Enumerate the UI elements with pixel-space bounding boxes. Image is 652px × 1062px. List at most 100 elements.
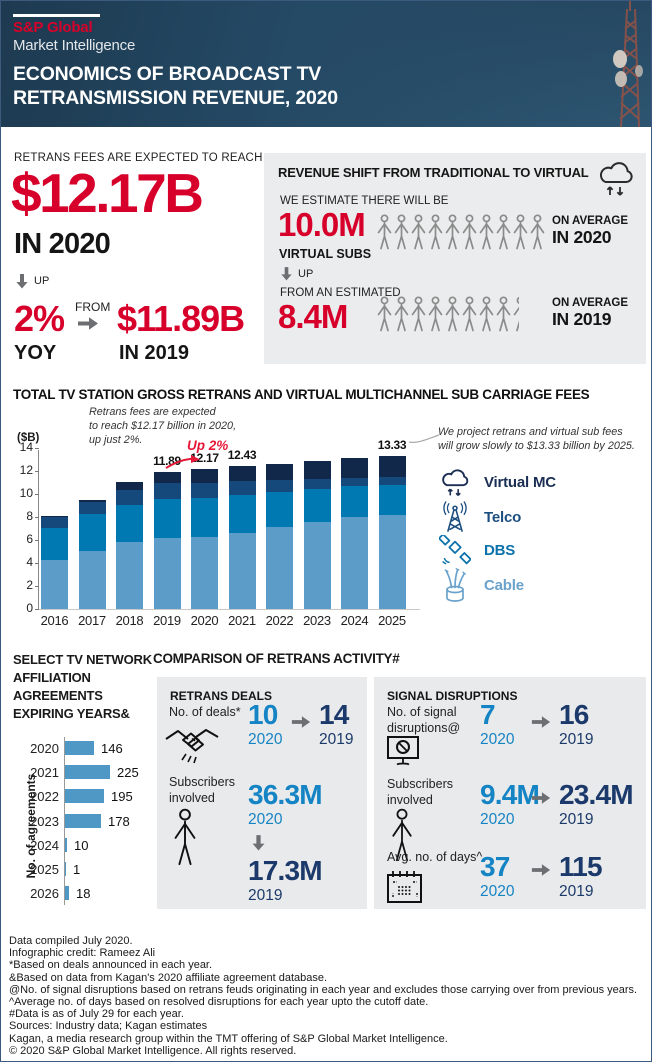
footer-line: &Based on data from Kagan's 2020 affilia… xyxy=(9,971,328,984)
right-arrow-icon xyxy=(531,716,551,728)
revenue-shift-title: REVENUE SHIFT FROM TRADITIONAL TO VIRTUA… xyxy=(278,165,589,180)
header-banner: S&P Global Market Intelligence ECONOMICS… xyxy=(1,1,651,127)
comparison-title: COMPARISON OF RETRANS ACTIVITY# xyxy=(153,651,400,666)
bar-segment-cable-2022 xyxy=(266,527,293,609)
footer-line: @No. of signal disruptions based on retr… xyxy=(9,983,638,996)
affiliation-value-label: 195 xyxy=(111,789,133,805)
y-tick-label-2: 2 xyxy=(26,578,33,592)
bar-segment-cable-2016 xyxy=(41,559,68,609)
deals-subs-2020-year: 2020 xyxy=(248,811,283,828)
page-title: ECONOMICS OF BROADCAST TV RETRANSMISSION… xyxy=(13,63,338,109)
brand-name: S&P Global xyxy=(13,19,93,36)
avg-2020-line1: ON AVERAGE xyxy=(552,215,629,227)
footer-line: *Based on deals announced in each year. xyxy=(9,959,213,972)
footer-line: Kagan, a media research group within the… xyxy=(9,1032,448,1045)
x-axis-label-2023: 2023 xyxy=(303,613,331,628)
bar-segment-telco-2016 xyxy=(41,516,68,528)
signal-2020-value: 7 2020 xyxy=(480,699,515,748)
estimate-label: WE ESTIMATE THERE WILL BE xyxy=(280,195,449,207)
right-arrow-icon xyxy=(531,792,551,804)
signal-2019-value: 16 2019 xyxy=(559,699,594,748)
right-arrow-icon xyxy=(531,864,551,876)
footer-line: Data compiled July 2020. xyxy=(9,935,133,947)
bar-total-label-2021: 12.43 xyxy=(227,448,257,463)
y-tick-mark xyxy=(35,471,39,472)
bar-segment-dbs-2017 xyxy=(78,514,106,551)
affiliation-row-2020: 2020 146 xyxy=(13,737,153,762)
deals-count-label: No. of deals* xyxy=(169,705,241,719)
stacked-bar-plot: 11.89 12.17 12.43 13.33 xyxy=(39,438,417,609)
affiliation-chart-title: SELECT TV NETWORK AFFILIATION AGREEMENTS… xyxy=(13,652,152,721)
footer-line: Infographic credit: Rameez Ali xyxy=(9,947,156,960)
deals-2019-year: 2019 xyxy=(319,731,354,748)
up-indicator: UP xyxy=(16,273,49,289)
y-tick-label-12: 12 xyxy=(19,463,33,477)
bar-total-label-2019: 11.89 xyxy=(153,454,181,469)
legend-label-cable: Cable xyxy=(484,576,524,594)
affiliation-value-label: 146 xyxy=(101,741,123,756)
avg-2019: ON AVERAGE IN 2019 xyxy=(552,297,628,330)
broadcast-tower-photo xyxy=(613,1,643,127)
up-label: UP xyxy=(34,275,50,287)
affiliation-value-label: 18 xyxy=(76,886,91,902)
x-axis-label-2020: 2020 xyxy=(190,613,219,628)
retrans-deals-panel: RETRANS DEALS xyxy=(157,677,367,909)
signal-days-2020-year: 2020 xyxy=(480,883,515,900)
bar-segment-telco-2019 xyxy=(153,483,181,500)
virtual-subs-label: VIRTUAL SUBS xyxy=(279,247,372,261)
bar-segment-telco-2025 xyxy=(378,477,406,485)
affiliation-bar xyxy=(65,862,66,876)
affiliation-row-2023: 2023 178 xyxy=(13,810,153,835)
retrans-2020-year: IN 2020 xyxy=(14,228,111,260)
bar-segment-virtual-mc-2024 xyxy=(341,457,368,478)
affiliation-bar xyxy=(65,813,101,828)
affiliation-value-label: 1 xyxy=(73,862,81,877)
y-tick-label-14: 14 xyxy=(19,440,33,454)
affiliation-row-2025: 2025 1 xyxy=(13,858,153,883)
radio-tower-icon xyxy=(438,501,472,533)
bar-total-label-2025: 13.33 xyxy=(377,437,407,452)
affiliation-value-label: 225 xyxy=(117,765,139,781)
deals-subscribers-label: Subscribers involved xyxy=(169,775,235,805)
virtual-subs-2019-value: 8.4M xyxy=(278,298,348,335)
subscriber-icons-2019 xyxy=(376,295,519,333)
cloud-shift-icon xyxy=(599,162,633,196)
bar-total-label-2020: 12.17 xyxy=(190,451,219,466)
chart-annotation-right: We project retrans and virtual sub fees … xyxy=(438,426,635,453)
avg-2019-line1: ON AVERAGE xyxy=(552,297,629,309)
avg-2020: ON AVERAGE IN 2020 xyxy=(552,215,628,248)
bar-segment-virtual-mc-2025 xyxy=(378,455,406,478)
signal-disruptions-title: SIGNAL DISRUPTIONS xyxy=(387,689,518,703)
bar-segment-dbs-2024 xyxy=(341,485,368,517)
affiliation-row-2021: 2021 225 xyxy=(13,761,153,786)
x-axis-label-2025: 2025 xyxy=(378,613,406,628)
bar-segment-dbs-2025 xyxy=(378,484,406,515)
bar-segment-virtual-mc-2018 xyxy=(116,482,143,490)
bar-segment-dbs-2019 xyxy=(153,499,181,538)
signal-days-2020-value: 37 2020 xyxy=(480,851,515,900)
affiliation-year-label: 2023 xyxy=(30,813,59,829)
signal-days-2019-year: 2019 xyxy=(559,883,594,900)
signal-subscribers-label: Subscribers involved xyxy=(387,777,453,807)
retrans-2020-value: $12.17B xyxy=(11,162,204,224)
stacked-chart-title: TOTAL TV STATION GROSS RETRANS AND VIRTU… xyxy=(13,387,590,402)
up-2pct-annotation: Up 2% xyxy=(187,438,229,453)
y-tick-mark xyxy=(35,494,39,495)
bar-segment-virtual-mc-2017 xyxy=(78,499,106,502)
cable-wires-icon xyxy=(438,567,472,603)
person-icon xyxy=(392,808,412,862)
signal-subs-2019-value: 23.4M 2019 xyxy=(559,779,634,828)
right-arrow-icon xyxy=(78,317,98,330)
y-axis-line xyxy=(38,450,39,609)
bar-segment-virtual-mc-2021 xyxy=(228,466,256,482)
affiliation-year-label: 2020 xyxy=(30,741,59,756)
signal-subs-2020-value: 9.4M 2020 xyxy=(480,779,540,828)
legend-label-dbs: DBS xyxy=(484,541,516,559)
affiliation-year-label: 2024 xyxy=(30,837,59,853)
deals-subs-2019-year: 2019 xyxy=(248,887,283,904)
bar-segment-telco-2018 xyxy=(116,489,143,505)
annotation-connector-line xyxy=(408,434,440,443)
deals-2020-value: 10 2020 xyxy=(248,699,283,748)
bar-segment-cable-2020 xyxy=(191,536,218,609)
